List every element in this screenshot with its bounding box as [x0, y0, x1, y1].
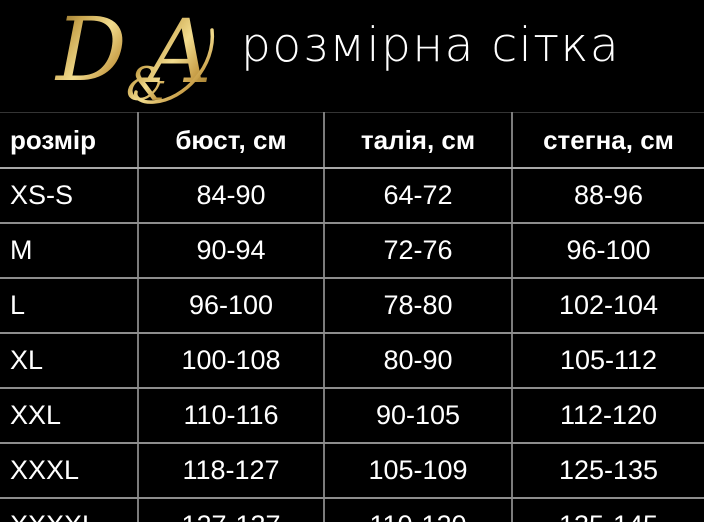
brand-logo-icon: D & A	[54, 0, 214, 111]
measure-cell: 100-108	[137, 333, 324, 389]
logo-letter-a: A	[141, 0, 212, 103]
measure-cell: 110-120	[323, 498, 512, 522]
logo-swash	[133, 28, 214, 104]
size-table: розмір бюст, см талія, см стегна, см XS-S 84…	[0, 112, 704, 522]
column-header-0: розмір	[0, 112, 138, 169]
measure-cell: 105-112	[511, 333, 704, 389]
measure-cell: 112-120	[511, 388, 704, 444]
measure-cell: 84-90	[137, 168, 324, 224]
measure-cell: 96-100	[137, 278, 324, 334]
measure-cell: 72-76	[323, 223, 512, 279]
table-row: XS-S 84-90 64-72 88-96	[0, 168, 704, 224]
header-row: розмір бюст, см талія, см стегна, см	[0, 112, 704, 169]
measure-cell: 102-104	[511, 278, 704, 334]
column-header-3: стегна, см	[511, 112, 704, 169]
measure-cell: 80-90	[323, 333, 512, 389]
measure-cell: 64-72	[323, 168, 512, 224]
size-cell: XS-S	[0, 168, 138, 224]
table-row: L 96-100 78-80 102-104	[0, 278, 704, 334]
page-title: розмірна сітка	[241, 18, 621, 73]
size-table-head: розмір бюст, см талія, см стегна, см	[0, 112, 704, 169]
measure-cell: 78-80	[323, 278, 512, 334]
size-cell: XXXL	[0, 443, 138, 499]
size-cell: L	[0, 278, 138, 334]
table-row: M 90-94 72-76 96-100	[0, 223, 704, 279]
measure-cell: 118-127	[137, 443, 324, 499]
measure-cell: 125-135	[511, 443, 704, 499]
measure-cell: 96-100	[511, 223, 704, 279]
column-header-1: бюст, см	[137, 112, 324, 169]
brand-header: D & A розмірна сітка	[0, 0, 704, 112]
measure-cell: 88-96	[511, 168, 704, 224]
size-cell: XL	[0, 333, 138, 389]
measure-cell: 110-116	[137, 388, 324, 444]
logo-letter-d: D	[54, 0, 127, 101]
table-row: XXXL 118-127 105-109 125-135	[0, 443, 704, 499]
measure-cell: 105-109	[323, 443, 512, 499]
measure-cell: 90-105	[323, 388, 512, 444]
table-row: XL 100-108 80-90 105-112	[0, 333, 704, 389]
table-row: XXL 110-116 90-105 112-120	[0, 388, 704, 444]
size-cell: M	[0, 223, 138, 279]
size-cell: XXL	[0, 388, 138, 444]
measure-cell: 127-137	[137, 498, 324, 522]
measure-cell: 90-94	[137, 223, 324, 279]
size-cell: XXXXL	[0, 498, 138, 522]
table-row: XXXXL127-137110-120135-145	[0, 498, 704, 522]
column-header-2: талія, см	[323, 112, 512, 169]
size-table-body: XS-S 84-90 64-72 88-96 M 90-94 72-76 96-100 L 96-…	[0, 168, 704, 522]
measure-cell: 135-145	[511, 498, 704, 522]
